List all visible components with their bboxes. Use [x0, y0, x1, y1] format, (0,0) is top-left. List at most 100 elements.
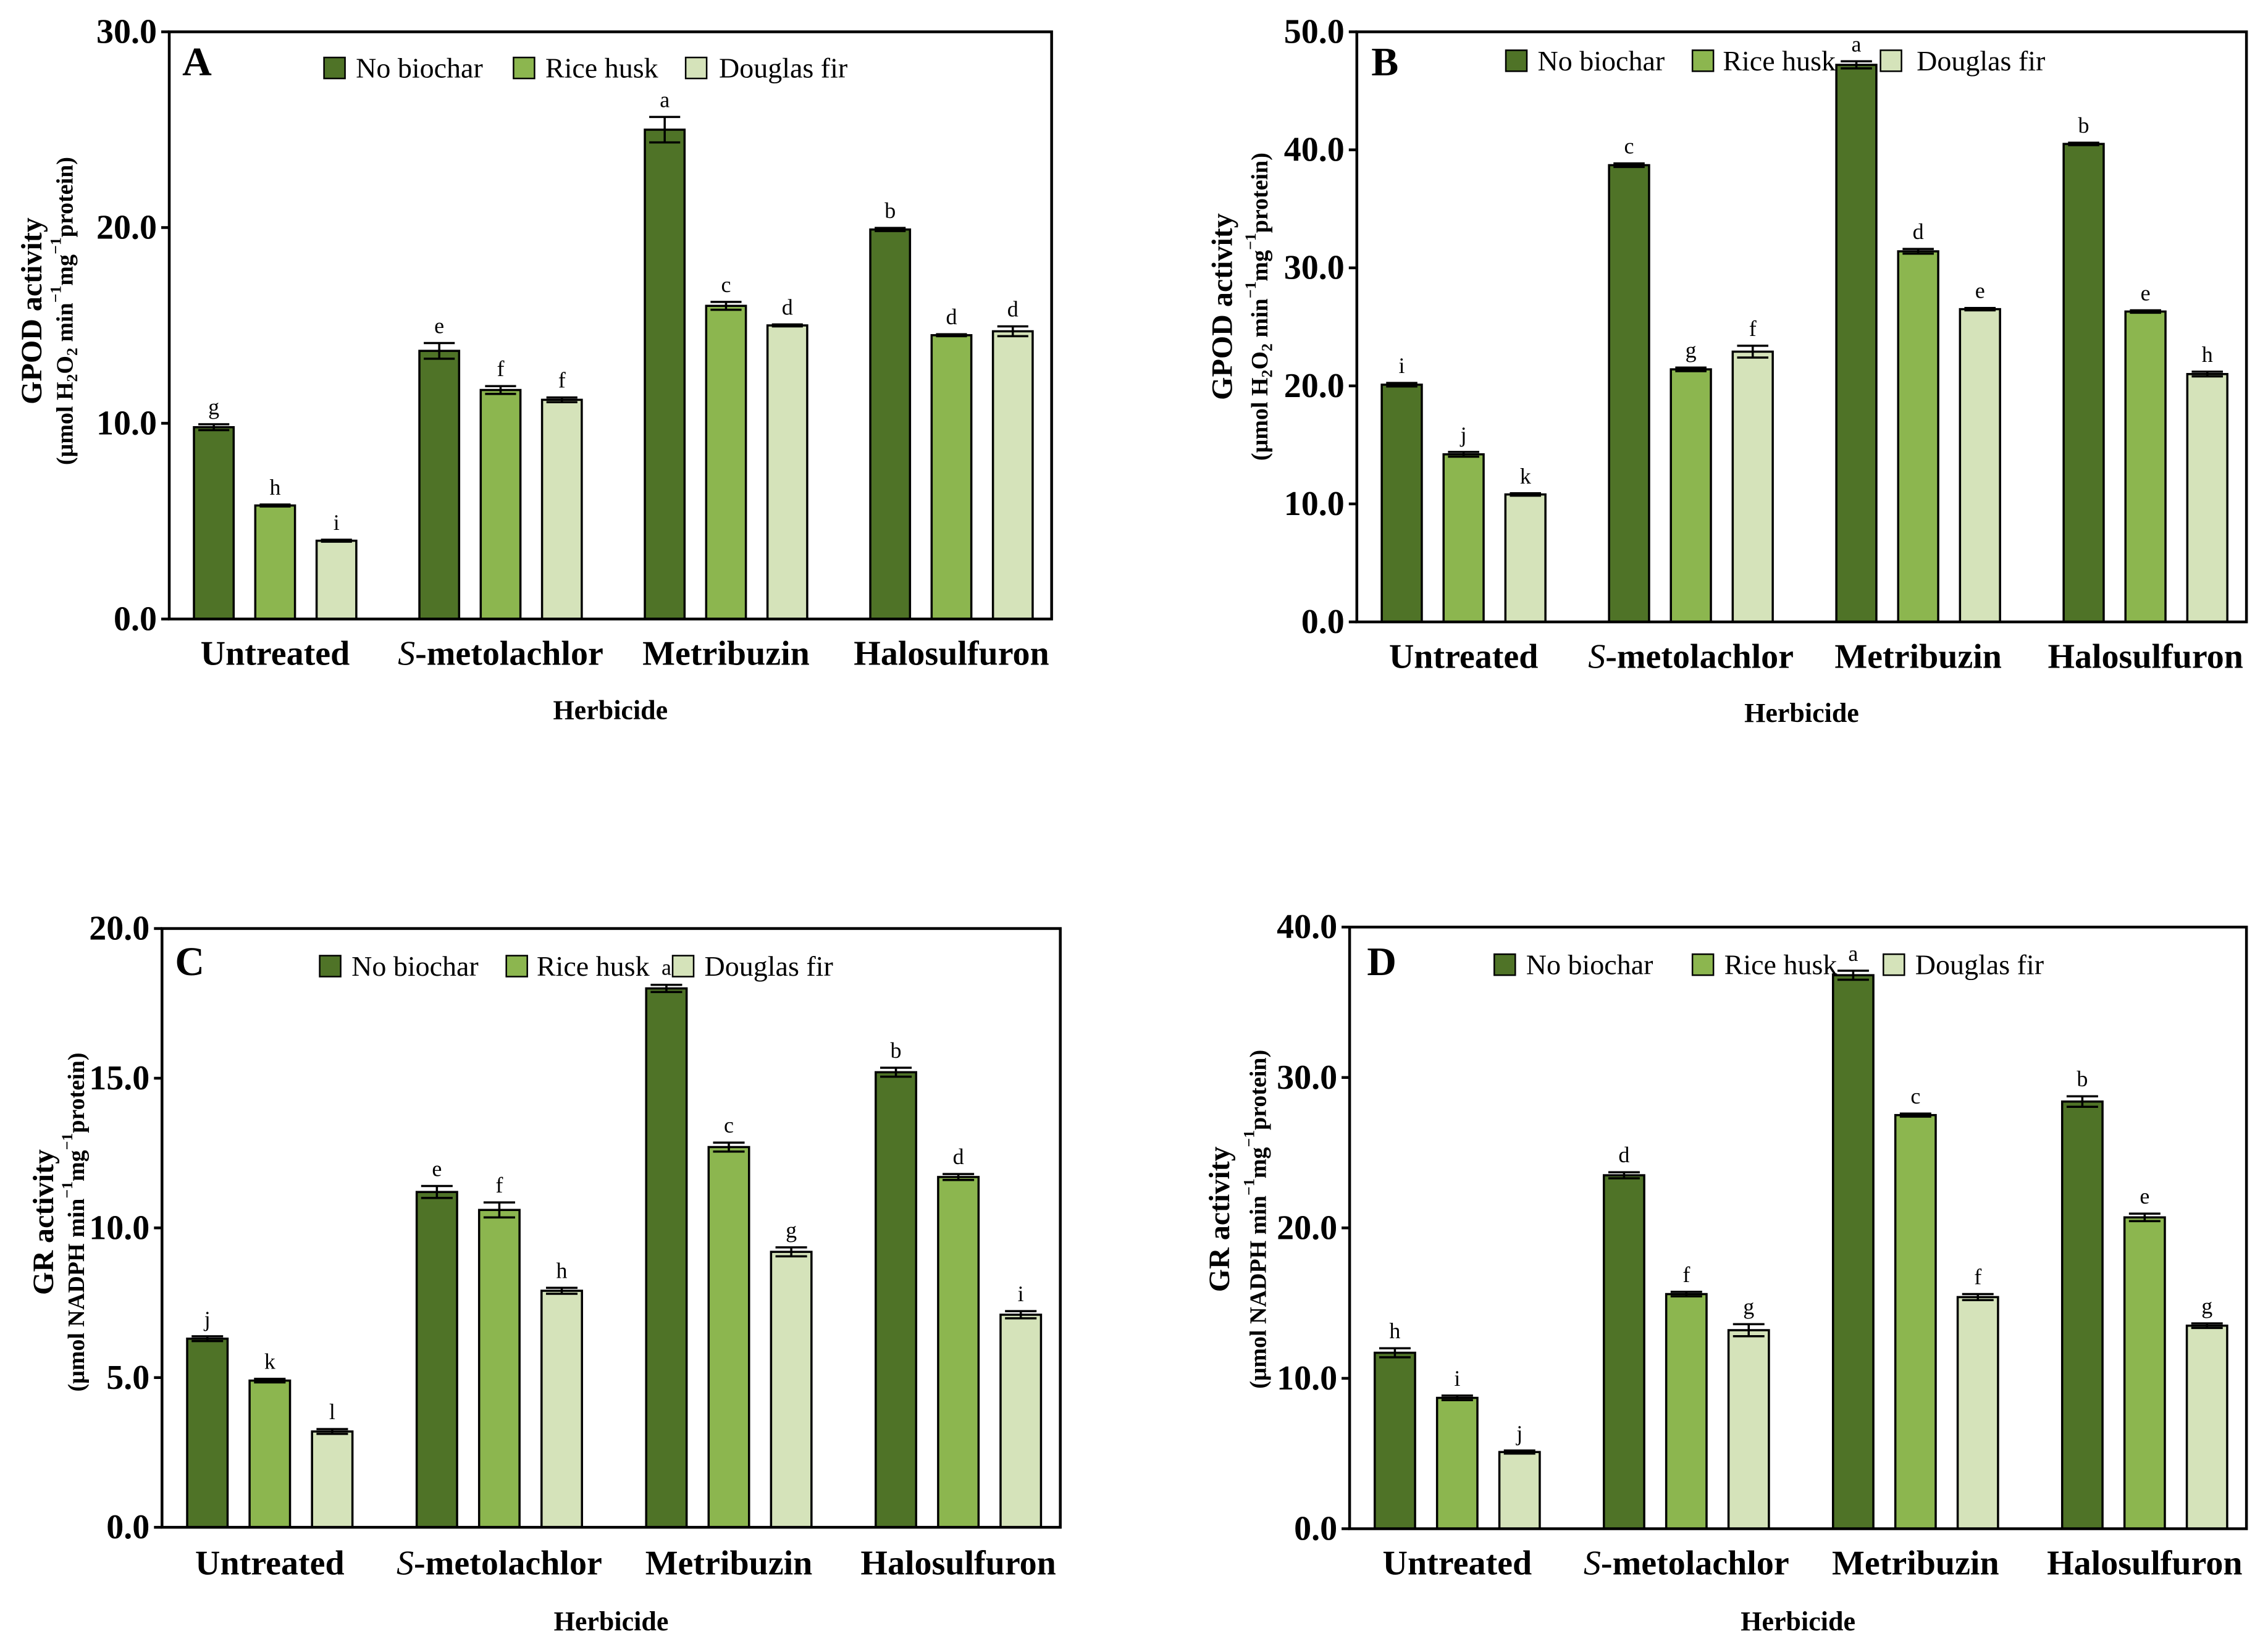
bar-c-untreated-no-biochar [186, 1337, 229, 1528]
significance-letter-c-metribuzin-rice-husk: c [724, 1113, 734, 1138]
y-axis-title: GPOD activity [1206, 213, 1238, 400]
error-bar-b-halosulfuron-douglas-fir [2191, 371, 2224, 378]
x-category-label-untreated: Untreated [195, 1544, 345, 1583]
error-bar-d-metribuzin-rice-husk [1899, 1112, 1931, 1118]
legend-d: No biochar Rice husk Douglas fir [1493, 949, 2044, 981]
bar-a-metribuzin-douglas-fir [766, 324, 808, 621]
error-bar-c-halosulfuron-rice-husk [943, 1173, 975, 1181]
bar-a-halosulfuron-no-biochar [869, 228, 912, 621]
y-axis-units-part: −1 [46, 237, 64, 254]
significance-letter-a-halosulfuron-rice-husk: d [946, 304, 957, 329]
y-axis-units-part: −1 [1241, 233, 1259, 250]
error-bar-a-metribuzin-douglas-fir [771, 323, 803, 328]
x-category-label-s-metolachlor: S-metolachlor [1584, 1544, 1789, 1583]
significance-letter-c-metribuzin-douglas-fir: g [786, 1218, 797, 1243]
x-category-label-metribuzin: Metribuzin [642, 635, 810, 673]
y-axis-units: (μmol H2O2 min−1mg−1protein) [46, 157, 81, 465]
legend-swatch-rice-husk [1691, 49, 1715, 72]
x-category-label-untreated: Untreated [201, 635, 350, 673]
x-axis-title: Herbicide [1741, 1606, 1855, 1637]
panel-letter-d: D [1367, 939, 1396, 984]
legend-swatch-douglas-fir [671, 955, 695, 978]
error-bar-c-halosulfuron-no-biochar [880, 1067, 912, 1078]
significance-letter-a-s-metolachlor-douglas-fir: f [558, 368, 566, 393]
plot-frame-c [161, 927, 1062, 1529]
significance-letter-b-untreated-no-biochar: i [1399, 353, 1405, 378]
y-axis-units-part: O [1247, 351, 1273, 370]
significance-letter-c-s-metolachlor-rice-husk: f [495, 1173, 503, 1197]
bar-b-s-metolachlor-douglas-fir [1731, 350, 1774, 623]
significance-letter-d-s-metolachlor-douglas-fir: g [1743, 1294, 1754, 1319]
significance-letter-c-halosulfuron-no-biochar: b [891, 1038, 902, 1063]
x-category-label-s-metolachlor: S-metolachlor [397, 1544, 602, 1583]
significance-letter-b-metribuzin-douglas-fir: e [1975, 279, 1985, 303]
y-axis-units-part: (μmol H [52, 382, 78, 464]
bar-d-metribuzin-douglas-fir [1956, 1296, 1999, 1530]
x-axis-title: Herbicide [554, 1606, 669, 1637]
y-tick-label: 20.0 [96, 208, 157, 246]
panel-letter-c: C [175, 939, 204, 984]
legend-label-douglas-fir: Douglas fir [1915, 949, 2044, 981]
significance-letter-b-s-metolachlor-no-biochar: c [1624, 134, 1634, 159]
y-axis-units-part: 2 [63, 374, 81, 382]
significance-letter-d-metribuzin-rice-husk: c [1910, 1084, 1920, 1108]
bar-c-metribuzin-no-biochar [645, 987, 688, 1528]
legend-swatch-douglas-fir [1883, 953, 1905, 976]
significance-letter-b-s-metolachlor-rice-husk: g [1686, 338, 1697, 363]
error-bar-b-s-metolachlor-no-biochar [1613, 162, 1645, 169]
x-category-label-untreated: Untreated [1383, 1544, 1532, 1583]
bar-a-metribuzin-no-biochar [644, 128, 686, 621]
bar-c-untreated-douglas-fir [311, 1430, 354, 1528]
legend-label-no-biochar: No biochar [1538, 45, 1665, 77]
legend-swatch-rice-husk [1691, 953, 1715, 976]
bar-b-metribuzin-rice-husk [1897, 250, 1939, 623]
y-axis-units-part: min [1247, 298, 1273, 343]
significance-letter-b-metribuzin-no-biochar: a [1852, 31, 1862, 56]
error-bar-c-untreated-douglas-fir [316, 1428, 348, 1435]
legend-swatch-no-biochar [1505, 49, 1528, 72]
error-bar-d-s-metolachlor-no-biochar [1608, 1171, 1640, 1180]
significance-letter-b-untreated-douglas-fir: k [1520, 464, 1531, 488]
y-axis-units: (μmol NADPH min−1mg−1protein) [1240, 1050, 1271, 1389]
bar-a-untreated-douglas-fir [315, 539, 358, 621]
significance-letter-d-s-metolachlor-no-biochar: d [1618, 1142, 1629, 1167]
error-bar-b-s-metolachlor-rice-husk [1675, 366, 1707, 372]
y-axis-units-part: mg [64, 1150, 90, 1181]
panel-c: j k l e f h a c g b d i 0.0 5.0 10.0 15.0 20.0 Untreated S… [27, 910, 1062, 1637]
y-axis-units-part: mg [1247, 250, 1273, 282]
y-axis-units-part: protein) [1247, 153, 1273, 233]
significance-letter-b-metribuzin-rice-husk: d [1913, 219, 1924, 244]
error-bar-b-halosulfuron-rice-husk [2130, 309, 2161, 314]
x-category-label-halosulfuron: Halosulfuron [2048, 637, 2243, 676]
bar-b-halosulfuron-douglas-fir [2186, 372, 2228, 623]
bar-b-halosulfuron-no-biochar [2062, 143, 2105, 623]
y-tick-label: 10.0 [96, 404, 157, 442]
y-tick-label: 20.0 [1277, 1209, 1337, 1247]
bar-c-s-metolachlor-no-biochar [415, 1191, 458, 1528]
y-axis-units-part: (μmol H [1247, 377, 1273, 460]
bar-a-s-metolachlor-rice-husk [479, 388, 522, 621]
bar-b-s-metolachlor-rice-husk [1670, 368, 1712, 623]
y-tick-label: 10.0 [1277, 1359, 1337, 1398]
bar-d-metribuzin-rice-husk [1894, 1113, 1937, 1530]
legend-b: No biochar Rice husk Douglas fir [1505, 45, 2045, 77]
bar-c-metribuzin-douglas-fir [770, 1251, 813, 1528]
error-bar-a-halosulfuron-douglas-fir [997, 325, 1028, 338]
significance-letter-b-untreated-rice-husk: j [1460, 422, 1467, 447]
bar-a-untreated-rice-husk [254, 504, 296, 621]
y-axis-title: GR activity [27, 1149, 60, 1295]
bar-a-untreated-no-biochar [193, 426, 235, 621]
bar-a-halosulfuron-rice-husk [930, 334, 973, 621]
error-bar-a-untreated-rice-husk [259, 503, 291, 508]
bar-c-s-metolachlor-rice-husk [477, 1209, 521, 1528]
y-tick-label: 10.0 [89, 1209, 149, 1247]
legend-label-rice-husk: Rice husk [1723, 45, 1836, 77]
y-tick-label: 20.0 [89, 910, 149, 948]
bar-d-halosulfuron-douglas-fir [2185, 1324, 2228, 1530]
legend-swatch-no-biochar [1493, 953, 1516, 976]
error-bar-c-metribuzin-rice-husk [713, 1141, 745, 1153]
y-tick-label: 20.0 [1284, 367, 1345, 405]
error-bar-a-untreated-douglas-fir [321, 539, 352, 543]
error-bar-c-metribuzin-no-biochar [650, 983, 682, 994]
